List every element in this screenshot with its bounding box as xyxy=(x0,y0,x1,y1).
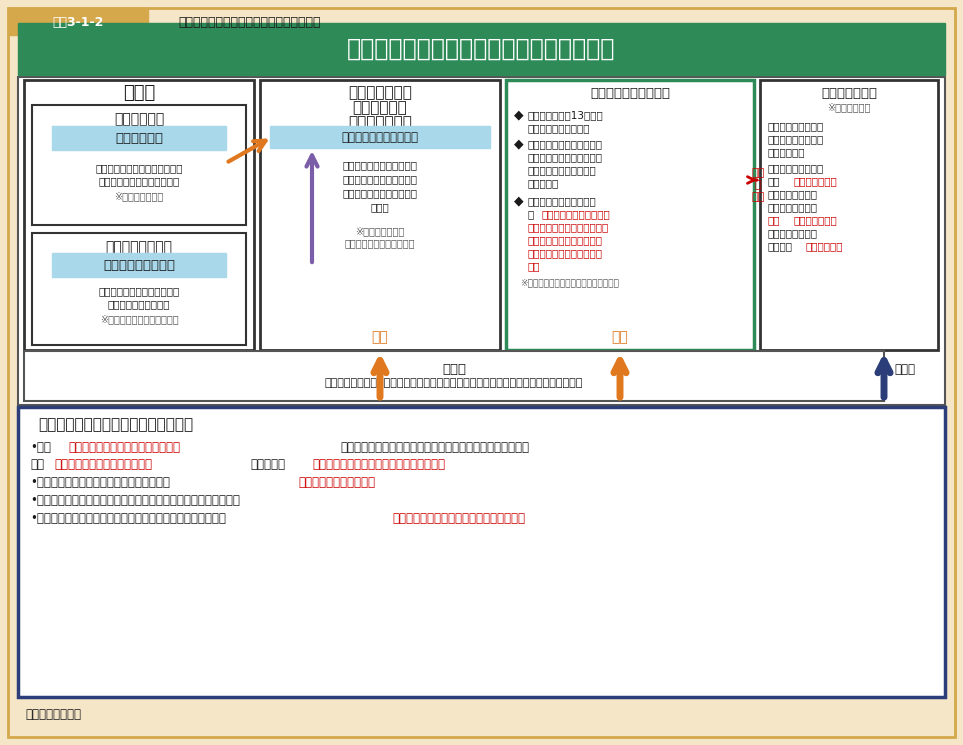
Text: 地域防災計画・避難計画の策定と支援体制: 地域防災計画・避難計画の策定と支援体制 xyxy=(179,16,322,28)
Text: 計画を策定する関係自治: 計画を策定する関係自治 xyxy=(528,165,597,175)
Text: 中央防災会議: 中央防災会議 xyxy=(114,112,164,126)
Text: ◆: ◆ xyxy=(514,138,524,150)
Text: ＜国による自治体支援の具体的内容＞: ＜国による自治体支援の具体的内容＞ xyxy=(38,417,194,433)
Text: ※災害対策基本法: ※災害対策基本法 xyxy=(115,191,164,201)
Text: 原子力災害対策に関する専門: 原子力災害対策に関する専門 xyxy=(98,286,180,296)
Text: 具体: 具体 xyxy=(768,215,780,225)
Text: 的・技術的事項を規定: 的・技術的事項を規定 xyxy=(108,299,170,309)
Text: 訓練の結果等も踏まえ、引き続き改善強化: 訓練の結果等も踏まえ、引き続き改善強化 xyxy=(392,512,525,524)
Text: 基本計画に基づき、地域の: 基本計画に基づき、地域の xyxy=(343,174,418,184)
FancyBboxPatch shape xyxy=(32,233,246,345)
Text: 国の交付金等により支援: 国の交付金等により支援 xyxy=(298,475,375,489)
Text: 地域が抱える課題をともに解決: 地域が抱える課題をともに解決 xyxy=(54,457,152,471)
Text: 支援: 支援 xyxy=(612,330,629,344)
Text: ・全閣僚と原子力規: ・全閣僚と原子力規 xyxy=(768,121,824,131)
Text: 地域防災計画・避難計画の策定と支援体制: 地域防災計画・避難計画の策定と支援体制 xyxy=(347,37,615,61)
FancyBboxPatch shape xyxy=(18,23,945,75)
Text: 実情に精通した関係自治体: 実情に精通した関係自治体 xyxy=(343,188,418,198)
Text: 国、自治体、電力事業者等がそ: 国、自治体、電力事業者等がそ xyxy=(95,163,183,173)
Text: ＜国＞: ＜国＞ xyxy=(123,84,155,102)
Text: が作成: が作成 xyxy=(371,202,389,212)
Text: し、要配慮者を含め、避難先、避難手段、避難経路等の確保: し、要配慮者を含め、避難先、避難手段、避難経路等の確保 xyxy=(340,440,529,454)
Text: 策定当初から政府がきめ細かく関与: 策定当初から政府がきめ細かく関与 xyxy=(68,440,180,454)
Text: 事務局: 事務局 xyxy=(895,363,916,375)
Text: 地域原子力防災協議会: 地域原子力防災協議会 xyxy=(590,86,670,100)
Text: 内閣府: 内閣府 xyxy=(442,363,466,375)
Text: •一旦策定した計画についても、確認・支援を継続して行い、: •一旦策定した計画についても、確認・支援を継続して行い、 xyxy=(30,512,226,524)
Text: 制委員長等で構成（: 制委員長等で構成（ xyxy=(768,134,824,144)
Text: 「緊急時対応」: 「緊急時対応」 xyxy=(793,176,837,186)
Text: 原発が立地する13の地域: 原発が立地する13の地域 xyxy=(528,110,604,120)
Text: 地域防災計画・避難計画: 地域防災計画・避難計画 xyxy=(342,130,419,144)
Text: •関係する民間団体への協力要請など、全国レベルでの支援も実施: •関係する民間団体への協力要請など、全国レベルでの支援も実施 xyxy=(30,493,240,507)
Text: 報告
・
了承: 報告 ・ 了承 xyxy=(751,168,765,202)
FancyBboxPatch shape xyxy=(18,407,945,697)
Text: •緊急時に必要となる資機材等については、: •緊急時に必要となる資機材等については、 xyxy=(30,475,169,489)
Text: 的かつ合理的と: 的かつ合理的と xyxy=(793,215,837,225)
Text: 原子力災害対策指針: 原子力災害対策指針 xyxy=(103,259,175,271)
Text: ついて、: ついて、 xyxy=(768,241,793,251)
FancyBboxPatch shape xyxy=(8,8,955,737)
Text: （原子力防災担当）　国による自治体支援の実施　防護設備、資機材等への財政的支援: （原子力防災担当） 国による自治体支援の実施 防護設備、資機材等への財政的支援 xyxy=(325,378,584,388)
FancyBboxPatch shape xyxy=(52,126,226,150)
Text: ※災害対策基本法: ※災害対策基本法 xyxy=(355,226,404,236)
Text: が原子力災害対策: が原子力災害対策 xyxy=(768,189,818,199)
Text: ※災害対策基本法に基づく防災基本計画: ※災害対策基本法に基づく防災基本計画 xyxy=(520,279,619,288)
Text: ＜県・市町村＞: ＜県・市町村＞ xyxy=(348,86,412,101)
Text: 含む: 含む xyxy=(768,176,780,186)
FancyBboxPatch shape xyxy=(260,80,500,350)
Text: 」を取りまとめ、原子力災害: 」を取りまとめ、原子力災害 xyxy=(528,222,610,232)
Text: ・地域の避難計画を: ・地域の避難計画を xyxy=(768,163,824,173)
FancyBboxPatch shape xyxy=(32,105,246,225)
Text: 確認: 確認 xyxy=(528,261,540,271)
Text: 議長：総理）: 議長：総理） xyxy=(768,147,805,157)
Text: 県防災会議・: 県防災会議・ xyxy=(352,101,407,115)
Text: た国の全ての関係省庁と、: た国の全ての関係省庁と、 xyxy=(528,152,603,162)
Text: •計画: •計画 xyxy=(30,440,51,454)
Text: するなど、: するなど、 xyxy=(250,457,285,471)
Text: 対策指針等に照らして具体: 対策指針等に照らして具体 xyxy=(528,235,603,245)
Text: なっていることに: なっていることに xyxy=(768,228,818,238)
FancyBboxPatch shape xyxy=(760,80,938,350)
Text: 原子力災害対策特別措置法: 原子力災害対策特別措置法 xyxy=(345,238,415,248)
Text: 原子力防災会議: 原子力防災会議 xyxy=(821,86,877,100)
Text: む: む xyxy=(528,209,534,219)
Text: 国が前面に立って自治体をしっかりと支援: 国が前面に立って自治体をしっかりと支援 xyxy=(312,457,445,471)
Text: 出典：内閣府資料: 出典：内閣府資料 xyxy=(25,708,81,721)
FancyBboxPatch shape xyxy=(52,253,226,277)
Text: 内閣府、規制庁を始めとし: 内閣府、規制庁を始めとし xyxy=(528,139,603,149)
Text: 原子力規制委員会: 原子力規制委員会 xyxy=(106,240,172,254)
FancyBboxPatch shape xyxy=(24,80,254,350)
FancyBboxPatch shape xyxy=(270,126,490,148)
Text: ※原子力基本法: ※原子力基本法 xyxy=(827,102,871,112)
Text: ごとに、内閣府が設置: ごとに、内閣府が設置 xyxy=(528,123,590,133)
Text: ◆: ◆ xyxy=(514,109,524,121)
Text: ◆: ◆ xyxy=(514,194,524,208)
Text: ※原子力災害対策特別措置法: ※原子力災害対策特別措置法 xyxy=(100,314,178,324)
Text: 国として了承: 国として了承 xyxy=(806,241,844,251)
Text: 市町村防災会議: 市町村防災会議 xyxy=(348,115,412,130)
FancyBboxPatch shape xyxy=(24,351,884,401)
Text: 指針等に照らして: 指針等に照らして xyxy=(768,202,818,212)
Text: 体等が参加: 体等が参加 xyxy=(528,178,560,188)
FancyBboxPatch shape xyxy=(8,8,148,35)
FancyBboxPatch shape xyxy=(506,80,754,350)
Text: 各自治体の避難計画を含: 各自治体の避難計画を含 xyxy=(528,196,597,206)
Text: 当該地域の「緊急時対応: 当該地域の「緊急時対応 xyxy=(541,209,610,219)
Text: 支援: 支援 xyxy=(372,330,388,344)
Text: 図表3-1-2: 図表3-1-2 xyxy=(52,16,104,28)
Text: 的かつ合理的であることを: 的かつ合理的であることを xyxy=(528,248,603,258)
FancyBboxPatch shape xyxy=(18,77,945,405)
Text: れぞれ実施すべき事項を規定: れぞれ実施すべき事項を規定 xyxy=(98,176,180,186)
Text: 等、: 等、 xyxy=(30,457,44,471)
Text: 原子力災害対策指針、防災: 原子力災害対策指針、防災 xyxy=(343,160,418,170)
Text: 防災基本計画: 防災基本計画 xyxy=(115,132,163,145)
